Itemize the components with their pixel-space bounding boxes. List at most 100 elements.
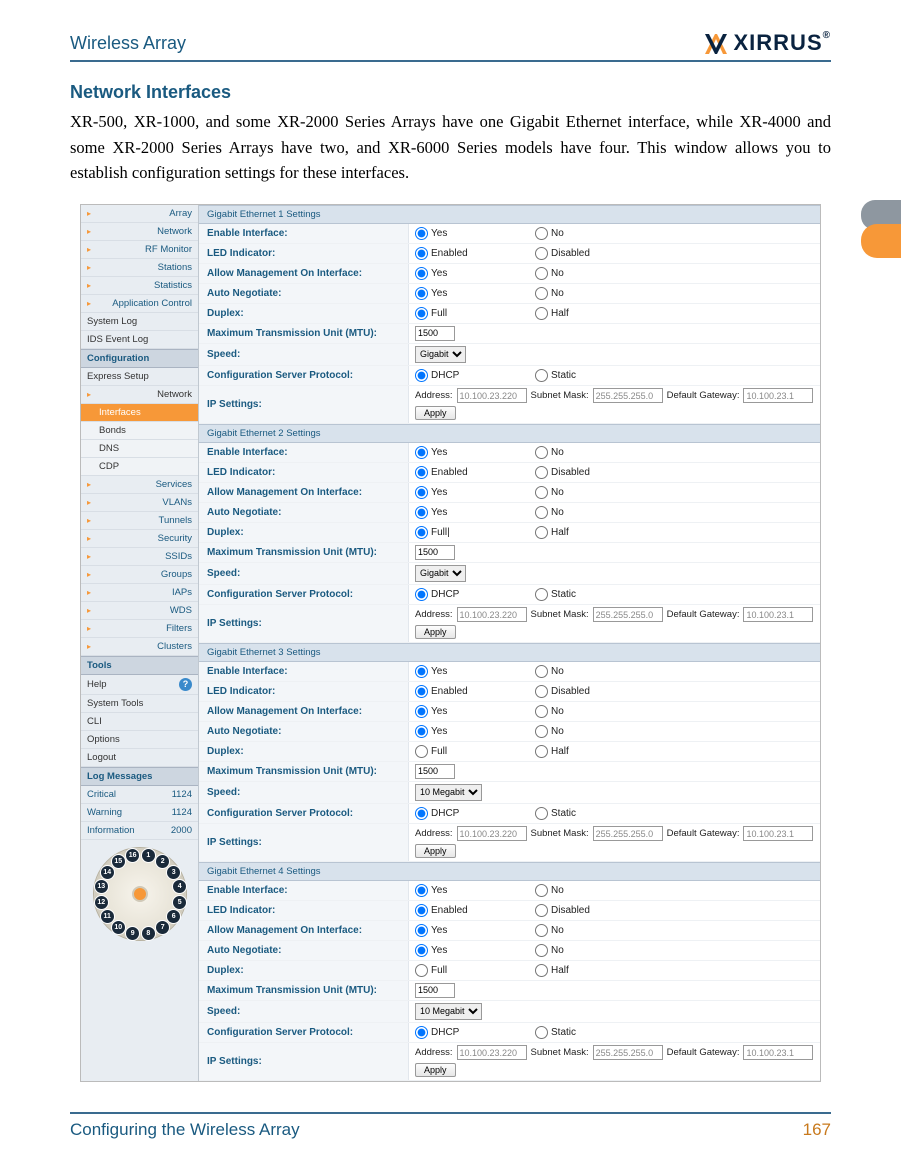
nav-item-array[interactable]: ▸Array xyxy=(81,205,198,223)
nav-item-express-setup[interactable]: Express Setup xyxy=(81,368,198,386)
radio-no[interactable]: No xyxy=(535,227,655,240)
nav-item-ids-event-log[interactable]: IDS Event Log xyxy=(81,331,198,349)
nav-item-clusters[interactable]: ▸Clusters xyxy=(81,638,198,656)
radio-static[interactable]: Static xyxy=(535,588,655,601)
speed-select[interactable]: Gigabit xyxy=(415,565,466,582)
apply-button[interactable]: Apply xyxy=(415,625,456,639)
radio-no[interactable]: No xyxy=(535,287,655,300)
radio-no[interactable]: No xyxy=(535,944,655,957)
radio-dhcp[interactable]: DHCP xyxy=(415,807,535,820)
nav-item-ssids[interactable]: ▸SSIDs xyxy=(81,548,198,566)
radio-full[interactable]: Full xyxy=(415,307,535,320)
radio-yes[interactable]: Yes xyxy=(415,506,535,519)
nav-item-statistics[interactable]: ▸Statistics xyxy=(81,277,198,295)
radio-no[interactable]: No xyxy=(535,705,655,718)
nav-item-system-log[interactable]: System Log xyxy=(81,313,198,331)
gateway-input[interactable] xyxy=(743,388,813,403)
radio-disabled[interactable]: Disabled xyxy=(535,904,655,917)
nav-item-cdp[interactable]: CDP xyxy=(81,458,198,476)
radio-half[interactable]: Half xyxy=(535,964,655,977)
radio-static[interactable]: Static xyxy=(535,369,655,382)
radio-no[interactable]: No xyxy=(535,446,655,459)
radio-yes[interactable]: Yes xyxy=(415,486,535,499)
radio-no[interactable]: No xyxy=(535,506,655,519)
nav-item-wds[interactable]: ▸WDS xyxy=(81,602,198,620)
address-input[interactable] xyxy=(457,607,527,622)
radio-static[interactable]: Static xyxy=(535,807,655,820)
speed-select[interactable]: 10 Megabit xyxy=(415,784,482,801)
nav-item-bonds[interactable]: Bonds xyxy=(81,422,198,440)
nav-item-iaps[interactable]: ▸IAPs xyxy=(81,584,198,602)
nav-item-network[interactable]: ▸Network xyxy=(81,386,198,404)
log-row-warning[interactable]: Warning1124 xyxy=(81,804,198,822)
radio-yes[interactable]: Yes xyxy=(415,705,535,718)
radio-yes[interactable]: Yes xyxy=(415,267,535,280)
nav-item-services[interactable]: ▸Services xyxy=(81,476,198,494)
address-input[interactable] xyxy=(457,826,527,841)
radio-dhcp[interactable]: DHCP xyxy=(415,588,535,601)
nav-item-groups[interactable]: ▸Groups xyxy=(81,566,198,584)
radio-no[interactable]: No xyxy=(535,665,655,678)
mtu-input[interactable] xyxy=(415,326,455,341)
gateway-input[interactable] xyxy=(743,1045,813,1060)
radio-dhcp[interactable]: DHCP xyxy=(415,1026,535,1039)
nav-item-cli[interactable]: CLI xyxy=(81,713,198,731)
radio-yes[interactable]: Yes xyxy=(415,725,535,738)
radio-yes[interactable]: Yes xyxy=(415,665,535,678)
mtu-input[interactable] xyxy=(415,983,455,998)
mtu-input[interactable] xyxy=(415,764,455,779)
radio-enabled[interactable]: Enabled xyxy=(415,685,535,698)
nav-item-network[interactable]: ▸Network xyxy=(81,223,198,241)
nav-item-security[interactable]: ▸Security xyxy=(81,530,198,548)
address-input[interactable] xyxy=(457,1045,527,1060)
radio-full[interactable]: Full xyxy=(415,745,535,758)
subnet-input[interactable] xyxy=(593,607,663,622)
radio-no[interactable]: No xyxy=(535,725,655,738)
gateway-input[interactable] xyxy=(743,607,813,622)
radio-yes[interactable]: Yes xyxy=(415,884,535,897)
radio-dhcp[interactable]: DHCP xyxy=(415,369,535,382)
apply-button[interactable]: Apply xyxy=(415,844,456,858)
gateway-input[interactable] xyxy=(743,826,813,841)
nav-item-filters[interactable]: ▸Filters xyxy=(81,620,198,638)
radio-full[interactable]: Full| xyxy=(415,526,535,539)
apply-button[interactable]: Apply xyxy=(415,1063,456,1077)
radio-half[interactable]: Half xyxy=(535,307,655,320)
nav-item-tunnels[interactable]: ▸Tunnels xyxy=(81,512,198,530)
radio-disabled[interactable]: Disabled xyxy=(535,685,655,698)
radio-disabled[interactable]: Disabled xyxy=(535,466,655,479)
radio-yes[interactable]: Yes xyxy=(415,287,535,300)
apply-button[interactable]: Apply xyxy=(415,406,456,420)
radio-static[interactable]: Static xyxy=(535,1026,655,1039)
subnet-input[interactable] xyxy=(593,1045,663,1060)
nav-item-help[interactable]: Help? xyxy=(81,675,198,695)
radio-enabled[interactable]: Enabled xyxy=(415,466,535,479)
radio-enabled[interactable]: Enabled xyxy=(415,904,535,917)
log-row-information[interactable]: Information2000 xyxy=(81,822,198,840)
radio-full[interactable]: Full xyxy=(415,964,535,977)
radio-yes[interactable]: Yes xyxy=(415,227,535,240)
radio-enabled[interactable]: Enabled xyxy=(415,247,535,260)
help-icon[interactable]: ? xyxy=(179,678,192,691)
nav-item-logout[interactable]: Logout xyxy=(81,749,198,767)
nav-item-vlans[interactable]: ▸VLANs xyxy=(81,494,198,512)
radio-yes[interactable]: Yes xyxy=(415,944,535,957)
nav-item-options[interactable]: Options xyxy=(81,731,198,749)
speed-select[interactable]: Gigabit xyxy=(415,346,466,363)
nav-item-dns[interactable]: DNS xyxy=(81,440,198,458)
radio-disabled[interactable]: Disabled xyxy=(535,247,655,260)
radio-half[interactable]: Half xyxy=(535,526,655,539)
speed-select[interactable]: 10 Megabit xyxy=(415,1003,482,1020)
radio-no[interactable]: No xyxy=(535,884,655,897)
radio-yes[interactable]: Yes xyxy=(415,924,535,937)
radio-no[interactable]: No xyxy=(535,924,655,937)
nav-item-rf-monitor[interactable]: ▸RF Monitor xyxy=(81,241,198,259)
subnet-input[interactable] xyxy=(593,388,663,403)
radio-no[interactable]: No xyxy=(535,486,655,499)
nav-item-system-tools[interactable]: System Tools xyxy=(81,695,198,713)
subnet-input[interactable] xyxy=(593,826,663,841)
log-row-critical[interactable]: Critical1124 xyxy=(81,786,198,804)
nav-item-application-control[interactable]: ▸Application Control xyxy=(81,295,198,313)
radio-yes[interactable]: Yes xyxy=(415,446,535,459)
address-input[interactable] xyxy=(457,388,527,403)
